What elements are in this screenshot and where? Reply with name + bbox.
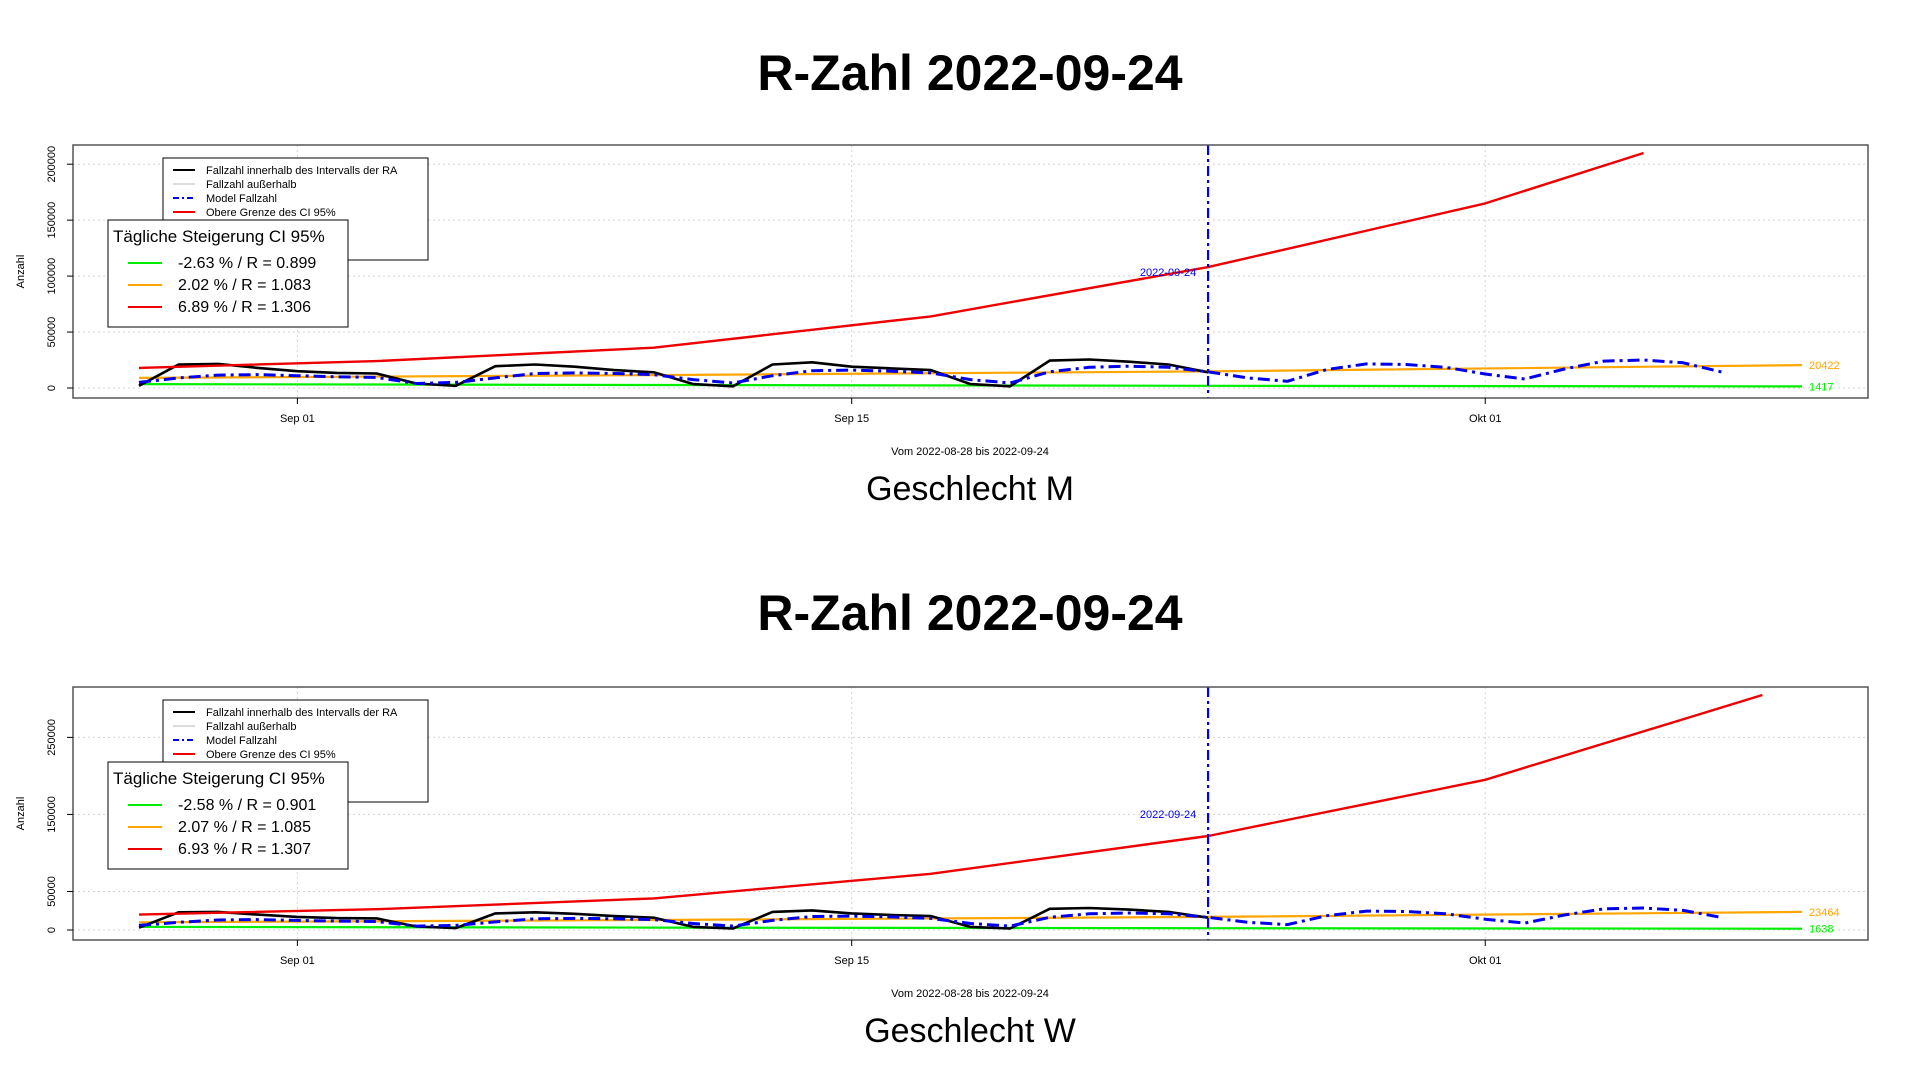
y-tick-label: 0 — [46, 927, 58, 933]
axes: Sep 01 Sep 15 Okt 01 0 50000 150000 250000 Anza… — [15, 719, 1501, 967]
vline-label: 2022-09-24 — [1140, 267, 1196, 279]
series-lower-line — [138, 383, 1803, 388]
grid-lines — [73, 145, 1868, 398]
y-tick-label: 50000 — [46, 876, 58, 907]
series-upper-line — [138, 151, 1644, 370]
end-label-mid: 20422 — [1809, 360, 1840, 372]
ci-box: Tägliche Steigerung CI 95% -2.63 % / R = … — [107, 219, 349, 328]
ci-title: Tägliche Steigerung CI 95% — [113, 769, 325, 788]
x-axis-label: Vom 2022-08-28 bis 2022-09-24 — [891, 988, 1049, 1000]
ci-box: Tägliche Steigerung CI 95% -2.58 % / R = … — [107, 761, 349, 870]
legend-entry-upper: Obere Grenze des CI 95% — [206, 207, 336, 219]
series-lines — [138, 151, 1803, 388]
end-labels: 20422 1417 — [1809, 360, 1840, 393]
date-marker: 2022-09-24 — [1140, 687, 1210, 940]
x-axis-label: Vom 2022-08-28 bis 2022-09-24 — [891, 446, 1049, 458]
chart-subtitle: Geschlecht W — [864, 1012, 1076, 1050]
y-tick-label: 0 — [46, 385, 58, 391]
axes: Sep 01 Sep 15 Okt 01 0 50000 100000 150000 2000… — [15, 146, 1501, 425]
end-label-lower: 1638 — [1809, 924, 1833, 936]
ci-frame — [107, 219, 349, 328]
legend-entry-upper: Obere Grenze des CI 95% — [206, 749, 336, 761]
chart-title: R-Zahl 2022-09-24 — [757, 45, 1182, 101]
legend-entry-outside: Fallzahl außerhalb — [206, 179, 297, 191]
chart-subtitle: Geschlecht M — [866, 470, 1074, 508]
ci-entry: -2.63 % / R = 0.899 — [178, 255, 316, 272]
ci-entry: 2.02 % / R = 1.083 — [178, 277, 311, 294]
x-tick-label: Sep 01 — [280, 955, 315, 967]
end-label-mid: 23464 — [1809, 907, 1840, 919]
y-tick-label: 50000 — [46, 317, 58, 348]
y-tick-label: 200000 — [46, 146, 58, 183]
chart-svg-m: R-Zahl 2022-09-24 2022-09-24 Sep 01 Sep 1… — [15, 45, 1869, 508]
end-labels: 23464 1638 — [1809, 907, 1840, 936]
ci-entry: 6.93 % / R = 1.307 — [178, 841, 311, 858]
chart-panel-m: R-Zahl 2022-09-24 2022-09-24 Sep 01 Sep 1… — [15, 45, 1869, 508]
y-tick-label: 250000 — [46, 719, 58, 756]
chart-panel-w: R-Zahl 2022-09-24 2022-09-24 Sep 01 Sep 1… — [0, 540, 1920, 1080]
ci-frame — [107, 761, 349, 870]
legend-entry-model: Model Fallzahl — [206, 735, 277, 747]
ci-entry: -2.58 % / R = 0.901 — [178, 797, 316, 814]
chart-svg-w: R-Zahl 2022-09-24 2022-09-24 Sep 01 Sep 1… — [15, 585, 1869, 1050]
legend-entry-observed: Fallzahl innerhalb des Intervalls der RA — [206, 165, 398, 177]
series-upper-line — [138, 693, 1763, 916]
plot-frame — [72, 144, 1869, 399]
ci-entry: 2.07 % / R = 1.085 — [178, 819, 311, 836]
legend-entry-observed: Fallzahl innerhalb des Intervalls der RA — [206, 707, 398, 719]
series-lines — [138, 693, 1803, 930]
date-marker: 2022-09-24 — [1140, 145, 1210, 398]
ci-title: Tägliche Steigerung CI 95% — [113, 227, 325, 246]
legend-entry-outside: Fallzahl außerhalb — [206, 721, 297, 733]
x-tick-label: Okt 01 — [1469, 955, 1501, 967]
legend-entry-model: Model Fallzahl — [206, 193, 277, 205]
series-model-line — [138, 358, 1724, 385]
x-tick-label: Sep 15 — [834, 413, 869, 425]
y-tick-label: 150000 — [46, 202, 58, 239]
chart-title: R-Zahl 2022-09-24 — [757, 585, 1182, 641]
ci-entry: 6.89 % / R = 1.306 — [178, 299, 311, 316]
x-tick-label: Sep 15 — [834, 955, 869, 967]
y-tick-label: 100000 — [46, 258, 58, 295]
series-model-line — [138, 906, 1724, 928]
x-tick-label: Okt 01 — [1469, 413, 1501, 425]
end-label-lower: 1417 — [1809, 381, 1833, 393]
y-tick-label: 150000 — [46, 796, 58, 833]
vline-label: 2022-09-24 — [1140, 809, 1196, 821]
series-lower-line — [138, 925, 1803, 930]
x-tick-label: Sep 01 — [280, 413, 315, 425]
y-axis-label: Anzahl — [15, 797, 27, 831]
y-axis-label: Anzahl — [15, 255, 27, 289]
plot-frame — [72, 686, 1869, 941]
